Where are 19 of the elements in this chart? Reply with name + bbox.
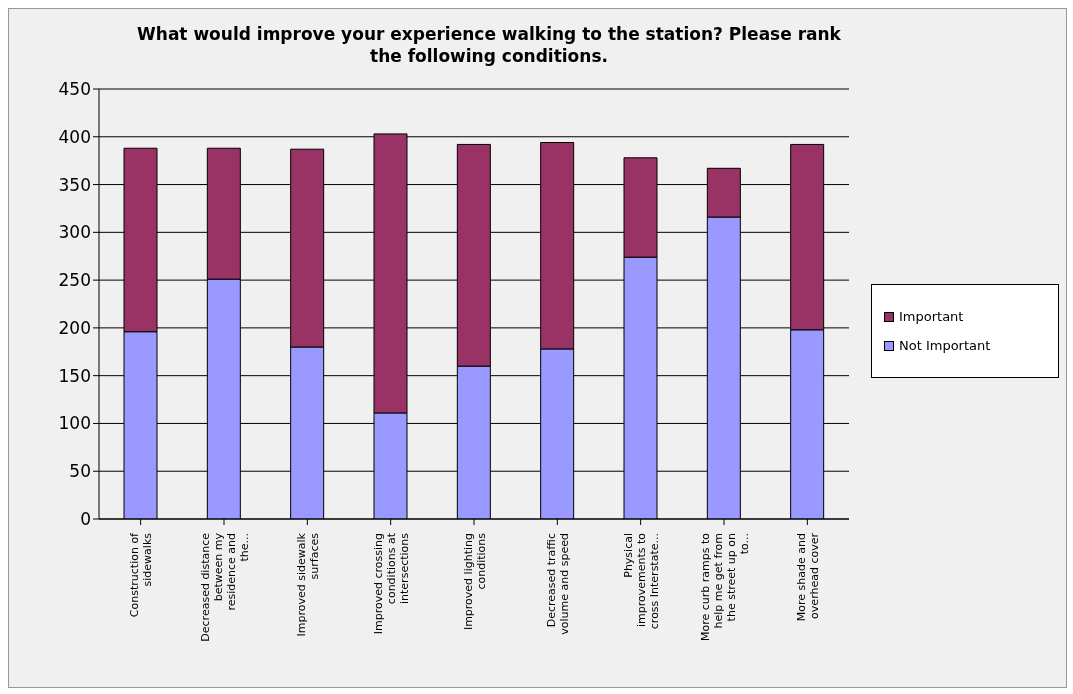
y-tick-label: 100 xyxy=(58,413,91,434)
y-tick-label: 300 xyxy=(58,222,91,243)
y-tick-label: 450 xyxy=(58,79,91,100)
y-tick-label: 350 xyxy=(58,174,91,195)
x-tick-label: Improved lighting conditions xyxy=(461,532,488,631)
x-tick-label: Physical improvements to cross Interstate... xyxy=(621,532,661,630)
y-tick-label: 400 xyxy=(58,126,91,147)
y-tick-label: 0 xyxy=(80,509,91,530)
y-tick-label: 200 xyxy=(58,317,91,338)
legend-label: Important xyxy=(899,309,964,324)
chart-title: What would improve your experience walking to the station? Please rank the following conditions. xyxy=(136,23,842,67)
y-tick-label: 150 xyxy=(58,365,91,386)
x-tick-label: Improved sidewalk surfaces xyxy=(294,532,321,637)
x-tick-label: Decreased distance between my residence and the... xyxy=(198,532,251,642)
y-tick-label: 250 xyxy=(58,270,91,291)
x-tick-label: More curb ramps to help me get from the street up on to... xyxy=(698,532,751,642)
y-tick-label: 50 xyxy=(69,461,91,482)
legend-label: Not Important xyxy=(899,338,991,353)
x-tick-label: Construction of sidewalks xyxy=(128,531,155,618)
